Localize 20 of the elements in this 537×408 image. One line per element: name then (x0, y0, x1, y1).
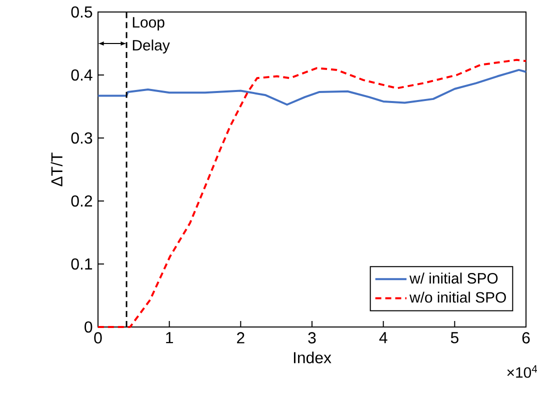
x-tick-label: 1 (166, 332, 173, 344)
x-axis-title: Index (294, 352, 332, 364)
y-tick-label: 0.5 (71, 6, 92, 18)
legend-label: w/o initial SPO (409, 292, 506, 303)
x-tick-label: 2 (237, 332, 244, 344)
legend-label: w/ initial SPO (409, 272, 498, 284)
x-tick-label: 3 (308, 332, 316, 344)
y-tick-label: 0.2 (71, 195, 92, 207)
text: ×10$^{4}$ (507, 365, 537, 378)
x-tick-label: 0 (94, 332, 102, 344)
x-tick-label: 4 (379, 332, 388, 344)
y-axis-title: ΔT/T (50, 152, 62, 186)
x-tick-label: 5 (450, 332, 458, 344)
y-tick-label: 0.1 (71, 258, 92, 270)
line-series (97, 68, 528, 106)
y-tick-label: 0.3 (71, 132, 92, 144)
x-tick-label: 6 (522, 332, 530, 344)
y-tick-label: 0 (84, 321, 92, 333)
ref-line-label: Loop Delay (132, 17, 170, 54)
y-tick-label: 0.4 (71, 69, 92, 81)
